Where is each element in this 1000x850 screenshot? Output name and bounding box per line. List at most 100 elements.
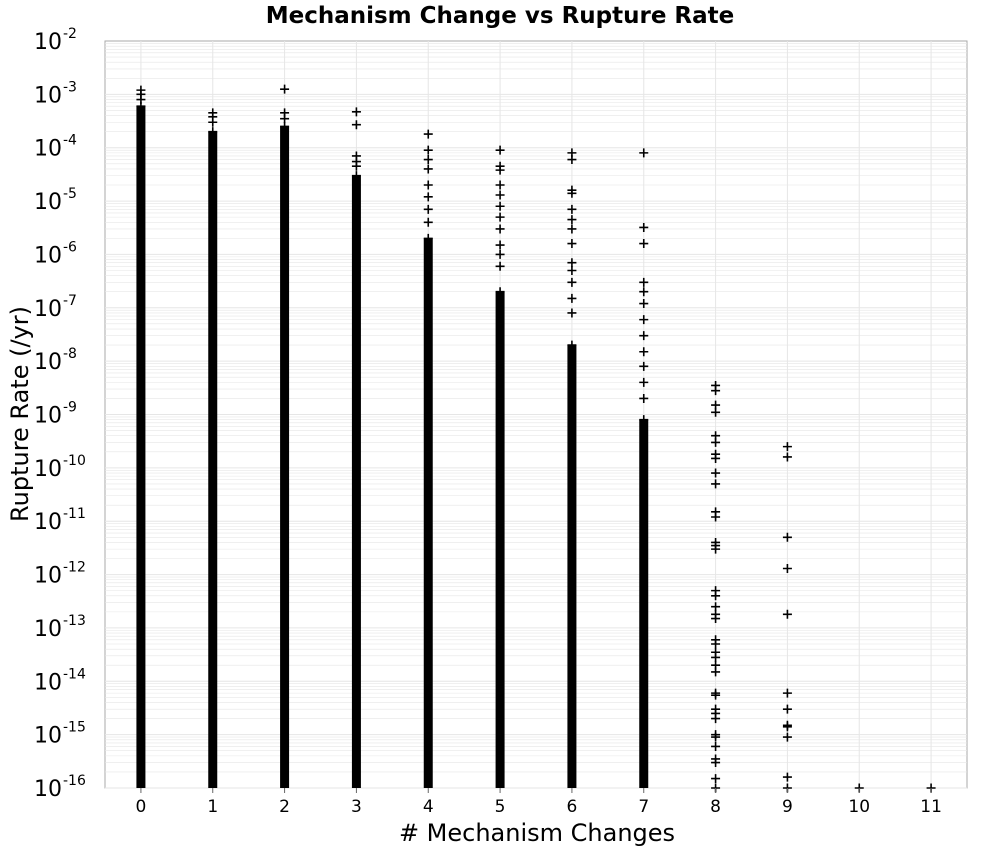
x-tick-label: 11 [920,797,942,817]
data-point [567,293,577,303]
data-point [639,299,649,309]
y-tick-base: 10 [34,777,62,802]
data-point [711,544,721,554]
data-point [280,114,290,124]
y-tick-label: 10 -15 [34,720,86,749]
data-point [711,741,721,751]
data-point [711,468,721,478]
data-point [567,265,577,275]
data-point [711,652,721,662]
data-point [495,287,505,297]
y-tick-label: 10 -2 [34,26,77,55]
data-point [351,171,361,181]
data-point [567,308,577,318]
data-point [567,340,577,350]
data-point [208,127,218,137]
data-point [711,407,721,417]
data-point [351,120,361,130]
data-point [208,117,218,127]
data-point [423,129,433,139]
y-tick-label: 10 -12 [34,560,86,589]
data-point [423,180,433,190]
y-tick-exponent: -15 [63,720,86,736]
data-point [280,84,290,94]
y-tick-label: 10 -4 [34,133,77,162]
data-point [567,155,577,165]
data-point [567,224,577,234]
y-tick-label: 10 -3 [34,79,77,108]
x-tick-label: 3 [351,797,362,817]
y-tick-exponent: -10 [63,453,86,469]
data-point [711,714,721,724]
y-tick-base: 10 [34,350,62,375]
data-point [711,602,721,612]
data-point [782,563,792,573]
data-point [711,479,721,489]
y-tick-label: 10 -16 [34,773,86,802]
x-axis-ticks: 0 1 2 3 4 5 6 7 8 9 10 11 [136,788,942,817]
data-point [711,758,721,768]
y-tick-base: 10 [34,724,62,749]
y-tick-base: 10 [34,297,62,322]
y-tick-exponent: -6 [63,239,77,255]
x-tick-label: 6 [567,797,578,817]
data-point [711,614,721,624]
data-point [567,239,577,249]
x-tick-label: 10 [848,797,870,817]
data-point [639,331,649,341]
gridlines [105,41,967,789]
y-tick-label: 10 -10 [34,453,86,482]
y-tick-exponent: -11 [63,506,86,522]
data-point [495,180,505,190]
y-tick-exponent: -12 [63,560,86,576]
data-point [495,212,505,222]
data-point [423,164,433,174]
data-point [495,224,505,234]
data-point [567,277,577,287]
y-tick-base: 10 [34,243,62,268]
data-point [639,415,649,425]
x-axis-label: # Mechanism Changes [399,819,675,847]
data-point [567,258,577,268]
data-point [711,453,721,463]
x-tick-label: 2 [279,797,290,817]
data-point [782,722,792,732]
y-tick-base: 10 [34,137,62,162]
data-point [711,667,721,677]
data-point [639,315,649,325]
data-point [782,609,792,619]
y-tick-label: 10 -13 [34,613,86,642]
data-column-x1 [208,131,218,788]
y-tick-exponent: -13 [63,613,86,629]
data-point [423,217,433,227]
y-axis-label: Rupture Rate (/yr) [6,306,34,522]
data-column-x5 [495,291,505,788]
data-point [423,145,433,155]
data-point [495,261,505,271]
data-point [782,442,792,452]
x-tick-label: 4 [423,797,434,817]
y-tick-label: 10 -6 [34,239,77,268]
data-column-x4 [423,238,433,789]
data-column-x3 [351,175,361,789]
y-tick-exponent: -8 [63,346,77,362]
y-tick-exponent: -14 [63,666,86,682]
data-point [639,287,649,297]
data-point [423,204,433,214]
data-point [782,532,792,542]
y-tick-exponent: -7 [63,293,77,309]
data-point [351,161,361,171]
data-point [711,732,721,742]
x-tick-label: 1 [207,797,218,817]
chart-title: Mechanism Change vs Rupture Rate [266,3,735,29]
y-tick-exponent: -9 [63,400,77,416]
data-point [711,386,721,396]
data-column-x0 [136,106,146,789]
data-point [711,639,721,649]
y-tick-base: 10 [34,30,62,55]
data-point [711,591,721,601]
data-point [495,201,505,211]
data-point [639,361,649,371]
y-tick-base: 10 [34,190,62,215]
